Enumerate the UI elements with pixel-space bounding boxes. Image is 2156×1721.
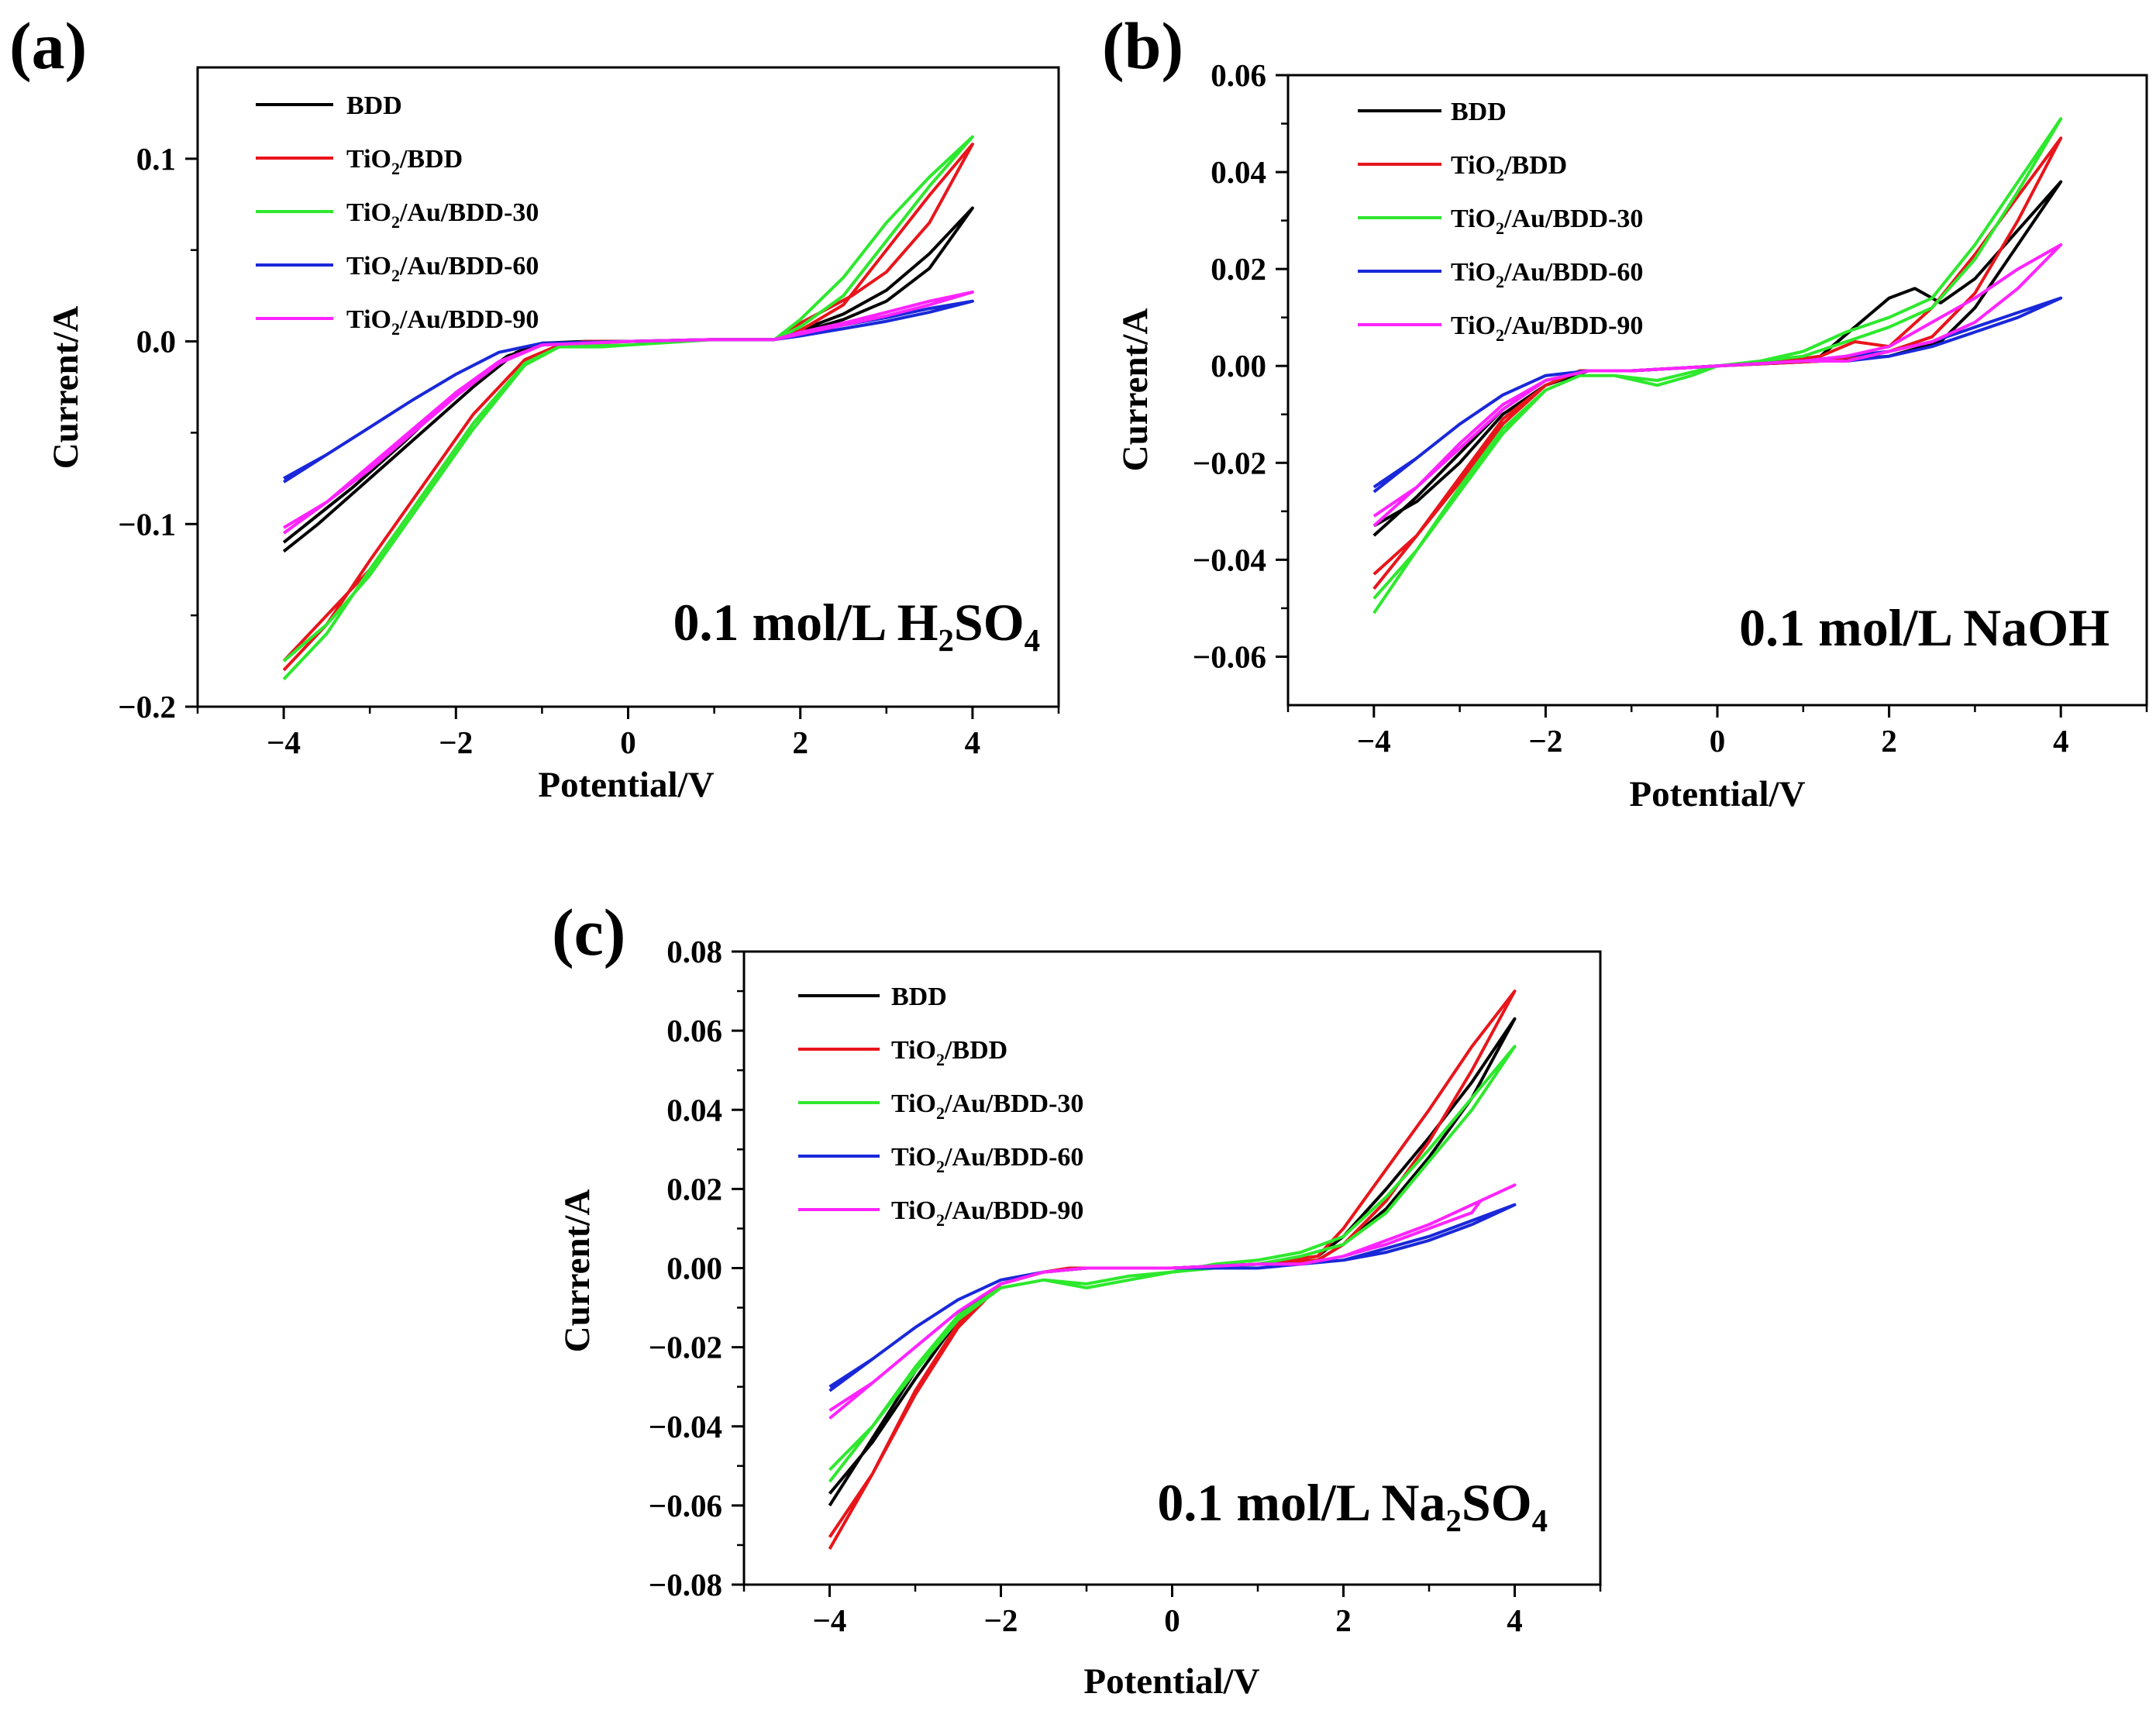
legend-label-tio2-au-bdd-30: TiO2/Au/BDD-30: [346, 198, 539, 232]
x-tick-label: −2: [1528, 723, 1562, 759]
y-tick-label: 0.04: [1211, 154, 1266, 190]
y-tick-label: 0.0: [136, 324, 176, 360]
x-tick-label: 0: [1710, 723, 1726, 759]
panel-a-electrolyte-annotation: 0.1 mol/L H2SO4: [673, 593, 1040, 658]
y-tick-label: −0.02: [1193, 445, 1266, 480]
series-tio2-au-bdd-90-curve: [828, 1183, 1517, 1420]
series-bdd-curve: [1372, 180, 2063, 537]
panel-a-xlabel: Potential/V: [538, 765, 714, 805]
legend-label-tio2-bdd: TiO2/BDD: [1451, 151, 1567, 184]
x-tick-label: 4: [2053, 723, 2069, 759]
y-tick-label: 0.06: [666, 1013, 722, 1048]
legend-label-tio2-au-bdd-30: TiO2/Au/BDD-30: [1451, 205, 1643, 238]
series-tio2-au-bdd-90-curve: [282, 290, 974, 535]
series-tio2-bdd-curve: [828, 990, 1517, 1550]
panel-c-curves: [828, 990, 1517, 1550]
legend-label-tio2-bdd: TiO2/BDD: [346, 145, 463, 178]
x-tick-label: −4: [813, 1602, 847, 1638]
panel-b: (b) −4 −2 0 2 4 −0.06 −0.04 −0.02 0.00 0.02 0.04 0.…: [1102, 9, 2148, 814]
panel-c-xlabel: Potential/V: [1083, 1661, 1259, 1702]
y-tick-label: −0.04: [649, 1409, 722, 1444]
y-tick-label: 0.00: [666, 1251, 722, 1286]
y-tick-label: −0.2: [118, 689, 176, 725]
panel-a-ticks: −4 −2 0 2 4 −0.2 −0.1 0.0 0.1: [118, 141, 1060, 760]
x-tick-label: 2: [1335, 1602, 1352, 1638]
legend-label-bdd: BDD: [1451, 98, 1507, 126]
x-tick-label: −4: [267, 725, 301, 760]
y-tick-label: 0.02: [666, 1171, 722, 1206]
y-tick-label: −0.08: [649, 1567, 722, 1602]
panel-c-legend: BDD TiO2/BDD TiO2/Au/BDD-30 TiO2/Au/BDD-60 T…: [798, 983, 1083, 1230]
legend-label-tio2-au-bdd-90: TiO2/Au/BDD-90: [891, 1196, 1083, 1230]
legend-label-tio2-au-bdd-60: TiO2/Au/BDD-60: [1451, 258, 1643, 291]
series-tio2-au-bdd-60-curve: [1372, 296, 2063, 494]
panel-b-ylabel: Current/A: [1115, 308, 1155, 472]
series-tio2-au-bdd-30-curve: [282, 135, 974, 680]
legend-label-tio2-au-bdd-90: TiO2/Au/BDD-90: [1451, 312, 1643, 345]
panel-b-axes-frame: [1286, 74, 2148, 707]
x-tick-label: 4: [965, 725, 981, 760]
panel-b-electrolyte-annotation: 0.1 mol/L NaOH: [1739, 598, 2110, 657]
y-tick-label: 0.00: [1211, 348, 1266, 384]
y-tick-label: −0.06: [649, 1488, 722, 1523]
series-tio2-au-bdd-30-curve: [1372, 117, 2063, 614]
y-tick-label: −0.02: [649, 1330, 722, 1365]
series-bdd-curve: [282, 206, 974, 553]
legend-label-tio2-au-bdd-60: TiO2/Au/BDD-60: [891, 1143, 1083, 1176]
panel-a-label: (a): [9, 9, 87, 83]
panel-b-curves: [1372, 117, 2063, 614]
panel-c: (c) −4 −2 0 2 4 −0.08 −0.06 −0.04 −0.02 0.00 0.02 0…: [552, 895, 1602, 1702]
y-tick-label: −0.1: [118, 506, 176, 542]
panel-a-axes-frame: [196, 66, 1060, 708]
x-tick-label: 4: [1507, 1602, 1523, 1638]
legend-label-tio2-au-bdd-30: TiO2/Au/BDD-30: [891, 1089, 1083, 1123]
panel-b-label: (b): [1102, 9, 1183, 83]
panel-b-xlabel: Potential/V: [1629, 774, 1805, 814]
y-tick-label: −0.06: [1193, 638, 1266, 674]
x-tick-label: −4: [1357, 723, 1391, 759]
series-tio2-au-bdd-30-curve: [828, 1045, 1517, 1483]
legend-label-bdd: BDD: [891, 983, 947, 1011]
legend-label-tio2-bdd: TiO2/BDD: [891, 1036, 1007, 1069]
legend-label-tio2-au-bdd-90: TiO2/Au/BDD-90: [346, 305, 539, 339]
y-tick-label: 0.04: [666, 1092, 722, 1127]
panel-a-ylabel: Current/A: [46, 306, 86, 470]
panel-c-axes-frame: [742, 950, 1602, 1586]
panel-c-ticks: −4 −2 0 2 4 −0.08 −0.06 −0.04 −0.02 0.00 0.02 0.04 0…: [649, 934, 1602, 1638]
panel-b-ticks: −4 −2 0 2 4 −0.06 −0.04 −0.02 0.00 0.02 0.04 0.06: [1193, 57, 2148, 759]
panel-a: (a) −4 −2 0 2 4 −0.2 −0.1 0.0 0.1 BDD TiO2/BDD TiO…: [9, 9, 1060, 805]
legend-label-bdd: BDD: [346, 91, 402, 120]
series-tio2-au-bdd-60-curve: [283, 299, 974, 484]
panel-c-label: (c): [552, 895, 625, 969]
x-tick-label: 2: [1881, 723, 1897, 759]
x-tick-label: 0: [620, 725, 636, 760]
x-tick-label: −2: [984, 1602, 1018, 1638]
panel-b-legend: BDD TiO2/BDD TiO2/Au/BDD-30 TiO2/Au/BDD-60 T…: [1358, 98, 1643, 345]
legend-label-tio2-au-bdd-60: TiO2/Au/BDD-60: [346, 252, 539, 285]
panel-a-curves: [282, 135, 974, 680]
y-tick-label: 0.08: [666, 934, 722, 969]
panel-c-electrolyte-annotation: 0.1 mol/L Na2SO4: [1157, 1473, 1548, 1538]
panel-c-ylabel: Current/A: [557, 1189, 598, 1353]
y-tick-label: 0.02: [1211, 251, 1266, 287]
y-tick-label: −0.04: [1193, 542, 1266, 577]
x-tick-label: 0: [1164, 1602, 1180, 1638]
y-tick-label: 0.06: [1211, 57, 1266, 93]
series-tio2-au-bdd-90-curve: [1372, 243, 2063, 528]
x-tick-label: −2: [439, 725, 473, 760]
panel-a-legend: BDD TiO2/BDD TiO2/Au/BDD-30 TiO2/Au/BDD-60 T…: [256, 91, 539, 339]
y-tick-label: 0.1: [136, 141, 176, 177]
x-tick-label: 2: [792, 725, 808, 760]
